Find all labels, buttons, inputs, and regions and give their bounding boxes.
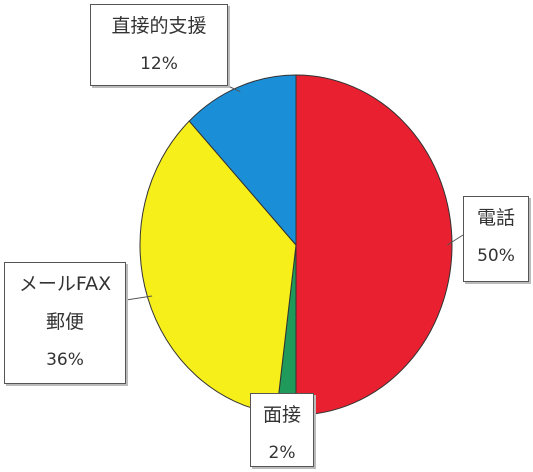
slice-label: メールFAX 郵便 36% — [4, 262, 126, 384]
value-label: 2% — [268, 443, 296, 463]
category-label: メールFAX 郵便 — [18, 273, 112, 333]
slice-label: 面接 2% — [250, 393, 314, 467]
value-label: 36% — [46, 350, 84, 370]
slice-label: 直接的支援 12% — [90, 4, 228, 86]
category-label: 面接 — [262, 404, 301, 426]
value-label: 12% — [140, 54, 178, 74]
category-label: 直接的支援 — [111, 15, 207, 37]
pie-slice — [295, 74, 453, 416]
pie-slice — [188, 74, 297, 247]
value-label: 50% — [477, 246, 515, 266]
leader-line — [125, 295, 153, 301]
slice-label: 電話 50% — [463, 196, 529, 282]
leader-line — [227, 85, 241, 93]
pie-slice — [139, 120, 297, 415]
category-label: 電話 — [476, 207, 515, 229]
leader-line — [447, 234, 464, 246]
